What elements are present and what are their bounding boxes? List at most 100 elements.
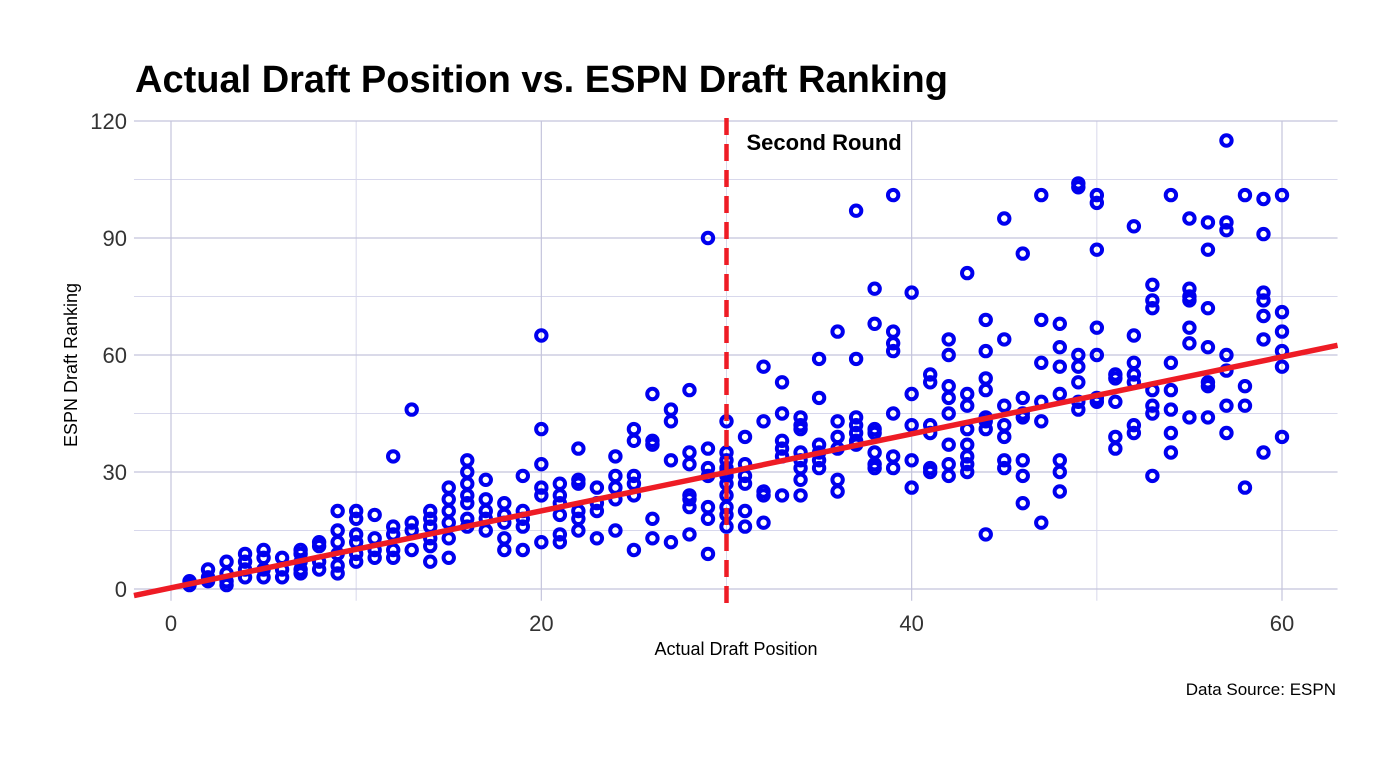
data-point xyxy=(552,507,568,523)
data-point xyxy=(348,503,364,519)
data-point xyxy=(922,367,938,382)
data-point xyxy=(885,449,901,464)
data-point xyxy=(1256,445,1271,460)
data-point xyxy=(1052,359,1068,374)
data-point xyxy=(774,406,790,421)
data-point xyxy=(737,476,753,491)
data-point xyxy=(1052,484,1068,499)
data-point xyxy=(645,511,660,526)
data-point xyxy=(960,464,975,480)
data-point xyxy=(1237,398,1253,413)
data-point xyxy=(774,441,790,456)
data-point xyxy=(682,445,697,460)
data-point xyxy=(700,230,716,246)
data-point xyxy=(626,433,642,448)
data-point xyxy=(904,386,919,402)
data-point xyxy=(960,398,975,413)
y-tick-label: 60 xyxy=(103,343,127,368)
data-point xyxy=(256,570,271,585)
data-point xyxy=(1145,277,1160,292)
data-point xyxy=(515,542,531,558)
data-point xyxy=(386,550,401,565)
data-point xyxy=(1219,215,1234,230)
data-point xyxy=(960,437,975,452)
data-points xyxy=(182,133,1290,593)
data-point xyxy=(571,441,586,456)
data-point xyxy=(904,480,919,495)
data-point xyxy=(1237,480,1253,495)
data-point xyxy=(1071,375,1086,390)
data-point xyxy=(756,484,771,499)
data-point xyxy=(867,421,882,437)
data-point xyxy=(1071,402,1086,417)
data-point xyxy=(1052,453,1068,468)
chart-title: Actual Draft Position vs. ESPN Draft Ran… xyxy=(135,59,948,101)
data-point xyxy=(941,390,956,406)
data-point xyxy=(1237,187,1253,203)
data-point xyxy=(219,554,234,569)
data-point xyxy=(1182,211,1197,226)
data-point xyxy=(1256,293,1271,308)
data-point xyxy=(645,433,660,448)
data-point xyxy=(811,460,827,476)
data-point xyxy=(997,332,1012,347)
data-point xyxy=(997,460,1012,476)
data-point xyxy=(293,562,308,577)
data-point xyxy=(811,351,827,367)
data-point xyxy=(330,566,345,581)
data-point xyxy=(552,476,568,491)
data-point xyxy=(756,414,771,429)
data-point xyxy=(1015,453,1030,468)
data-point xyxy=(1145,406,1160,421)
y-axis-ticks: 0 30 60 90 120 xyxy=(90,109,127,602)
data-point xyxy=(404,402,419,417)
data-point xyxy=(737,519,753,534)
data-point xyxy=(534,488,549,503)
data-point xyxy=(571,472,586,487)
x-tick-label: 0 xyxy=(165,611,177,636)
x-tick-label: 40 xyxy=(899,611,923,636)
data-point xyxy=(682,382,697,398)
data-point xyxy=(348,554,364,569)
data-point xyxy=(404,515,419,530)
data-point xyxy=(1089,187,1105,203)
data-point xyxy=(885,343,901,359)
data-point xyxy=(1182,281,1197,296)
data-point xyxy=(330,503,345,519)
data-point xyxy=(1163,445,1179,460)
data-point xyxy=(682,527,697,542)
data-point xyxy=(774,433,790,448)
data-point xyxy=(645,531,660,546)
data-point xyxy=(1015,246,1030,261)
data-point xyxy=(1274,187,1290,203)
data-point xyxy=(460,453,475,468)
data-point xyxy=(1274,429,1290,445)
x-axis-ticks: 0 20 40 60 xyxy=(165,611,1294,636)
data-point xyxy=(1108,394,1123,409)
data-point xyxy=(1256,191,1271,207)
x-axis-title: Actual Draft Position xyxy=(654,639,817,659)
data-point xyxy=(1108,367,1123,382)
data-point xyxy=(460,496,475,511)
data-point xyxy=(497,496,512,511)
data-point xyxy=(885,460,901,476)
data-point xyxy=(904,285,919,300)
data-point xyxy=(1219,223,1234,238)
data-point xyxy=(404,542,419,558)
data-source-caption: Data Source: ESPN xyxy=(1186,680,1336,699)
data-point xyxy=(1034,355,1049,370)
data-point xyxy=(571,503,586,519)
data-point xyxy=(330,535,345,550)
data-point xyxy=(978,527,993,542)
data-point xyxy=(1089,347,1105,363)
y-tick-label: 120 xyxy=(90,109,127,134)
data-point xyxy=(830,429,845,445)
data-point xyxy=(700,546,716,562)
data-point xyxy=(978,382,993,398)
data-point xyxy=(1145,293,1160,308)
data-point xyxy=(867,445,882,460)
data-point xyxy=(885,336,901,351)
data-point xyxy=(1126,367,1142,382)
data-point xyxy=(997,398,1012,413)
data-point xyxy=(1052,316,1068,331)
